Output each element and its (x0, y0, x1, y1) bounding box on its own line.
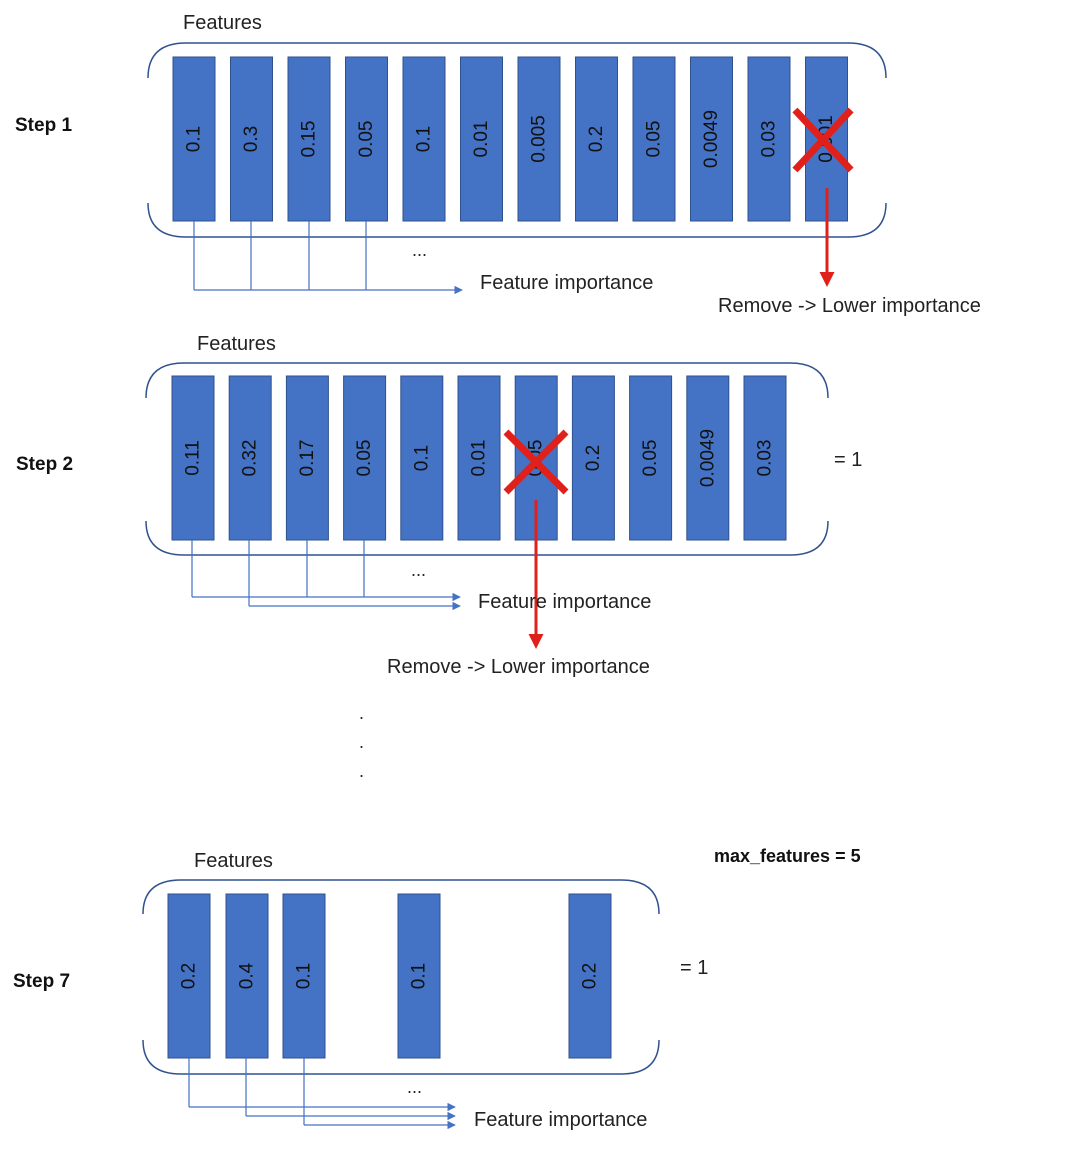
feature-importance-value: 0.005 (529, 115, 550, 163)
step-2-remove-cross (503, 429, 569, 495)
feature-importance-value: 0.01 (471, 121, 492, 158)
step-2-label: Step 2 (16, 454, 73, 475)
feature-importance-value: 0.1 (414, 126, 435, 152)
step-1-ellipsis: ... (412, 240, 427, 260)
feature-importance-value: 0.1 (184, 126, 205, 152)
feature-importance-value: 0.05 (640, 440, 661, 477)
step-7-sum-label: = 1 (680, 957, 708, 979)
feature-importance-value: 0.01 (469, 440, 490, 477)
step-2-features-title: Features (197, 333, 276, 355)
step-1-feature-bars: 0.1 0.3 0.15 0.05 0.1 0.01 0.005 0.2 0.05 0.0049 0… (172, 56, 848, 222)
step-1-remove-cross (792, 107, 854, 173)
step-1-importance-label: Feature importance (480, 272, 653, 294)
step-2-sum-label: = 1 (834, 449, 862, 471)
feature-importance-value: 0.17 (297, 440, 318, 477)
feature-importance-value: 0.11 (183, 440, 204, 476)
feature-bar (575, 56, 618, 222)
feature-bar (747, 56, 791, 222)
step-2-importance-label: Feature importance (478, 591, 651, 613)
feature-importance-value: 0.1 (411, 445, 432, 471)
step-7-ellipsis: ... (407, 1077, 422, 1097)
feature-bar (167, 893, 211, 1059)
step-7-features-outline (142, 879, 660, 1075)
feature-importance-value: 0.0049 (697, 429, 718, 487)
step-7-importance-connectors (188, 1058, 456, 1130)
feature-bar (568, 893, 612, 1059)
feature-bar (397, 893, 441, 1059)
feature-bar (225, 893, 269, 1059)
step-2-importance-connectors (191, 540, 461, 611)
max-features-label: max_features = 5 (714, 846, 861, 866)
feature-bar (402, 56, 446, 222)
feature-importance-value: 0.1 (294, 963, 315, 989)
feature-bar (686, 375, 730, 541)
vertical-dot-1: . (359, 703, 364, 723)
step-7-label: Step 7 (13, 971, 70, 992)
feature-importance-value: 0.3 (241, 126, 262, 152)
vertical-dot-3: . (359, 761, 364, 781)
step-2-group: Step 2 Features 0.11 0.32 0.17 0.05 0.1 0.01 0… (16, 333, 862, 678)
feature-bar (400, 375, 444, 541)
feature-importance-value: 0.32 (240, 440, 261, 477)
feature-bar (171, 375, 215, 541)
step-1-remove-label: Remove -> Lower importance (718, 295, 981, 317)
vertical-ellipsis: . . . (359, 703, 364, 781)
feature-importance-value: 0.05 (644, 121, 665, 158)
feature-bar (460, 56, 503, 222)
vertical-dot-2: . (359, 732, 364, 752)
step-1-features-outline (147, 42, 887, 238)
feature-importance-value: 0.15 (299, 121, 320, 158)
feature-importance-value: 0.2 (586, 126, 607, 152)
feature-bar (172, 56, 216, 222)
feature-importance-value: 0.4 (237, 962, 258, 989)
step-7-features-title: Features (194, 850, 273, 872)
step-2-feature-bars: 0.110.320.170.050.10.010.050.20.050.0049… (171, 375, 787, 541)
feature-importance-value: 0.2 (580, 963, 601, 989)
step-7-importance-label: Feature importance (474, 1109, 647, 1131)
feature-bar (230, 56, 273, 222)
feature-importance-value: 0.03 (755, 440, 776, 477)
feature-importance-value: 0.2 (179, 963, 200, 989)
feature-bar (629, 375, 673, 541)
feature-bar (517, 56, 561, 222)
feature-importance-value: 0.05 (354, 440, 375, 477)
feature-bar (690, 56, 733, 222)
feature-importance-value: 0.03 (759, 121, 780, 158)
feature-importance-value: 0.0049 (701, 110, 722, 168)
step-1-features-title: Features (183, 12, 262, 34)
feature-bar (228, 375, 272, 541)
feature-bar (571, 375, 615, 541)
feature-bar (287, 56, 331, 222)
feature-importance-value: 0.05 (356, 121, 377, 158)
feature-bar (457, 375, 501, 541)
feature-bar (343, 375, 387, 541)
feature-bar (632, 56, 676, 222)
step-2-features-outline (145, 362, 829, 556)
feature-importance-value: 0.1 (409, 963, 430, 989)
step-7-group: Step 7 Features max_features = 5 0.2 0.4 0… (13, 846, 861, 1131)
feature-bar (285, 375, 329, 541)
step-2-ellipsis: ... (411, 560, 426, 580)
step-1-label: Step 1 (15, 115, 72, 136)
step-7-feature-bars: 0.2 0.4 0.1 0.1 0.2 (167, 893, 612, 1059)
feature-importance-value: 0.2 (583, 445, 604, 471)
step-1-importance-connectors (193, 221, 463, 295)
step-2-remove-label: Remove -> Lower importance (387, 656, 650, 678)
feature-bar (743, 375, 787, 541)
step-1-group: Step 1 Features 0.1 0.3 0.15 0.05 0.1 0.01 0.0… (15, 12, 981, 317)
